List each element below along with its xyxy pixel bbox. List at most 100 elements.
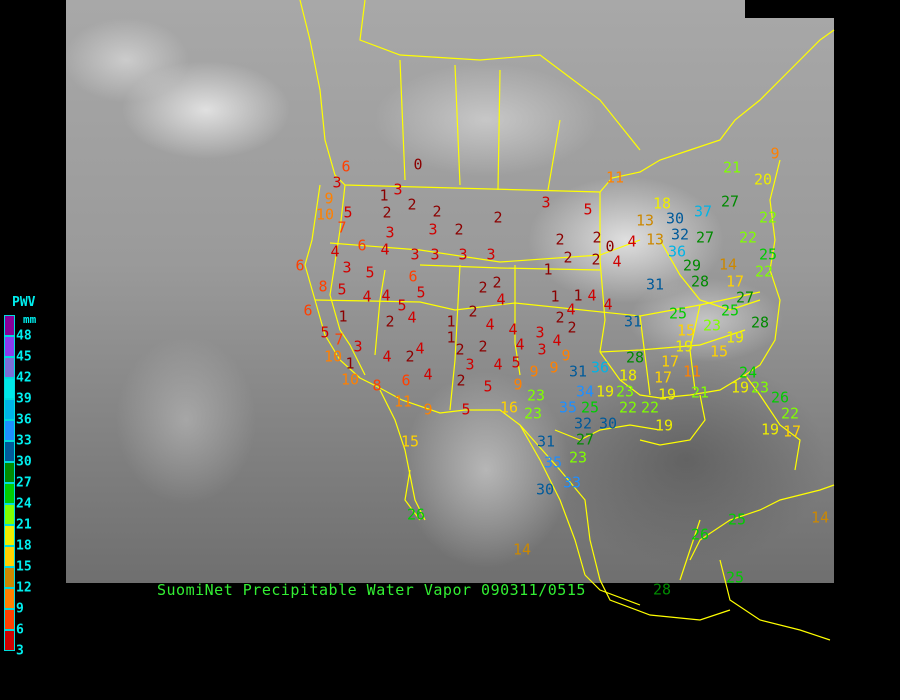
station-pwv-value: 2	[455, 340, 465, 359]
station-pwv-value: 14	[718, 255, 738, 274]
station-pwv-value: 2	[407, 195, 417, 214]
station-pwv-value: 3	[430, 245, 440, 264]
station-pwv-value: 31	[568, 362, 588, 381]
legend-label: 6	[16, 622, 24, 638]
station-pwv-value: 4	[603, 295, 613, 314]
border-line	[554, 424, 661, 441]
station-pwv-value: 1	[446, 328, 456, 347]
station-pwv-value: 2	[385, 312, 395, 331]
legend-color-box	[4, 336, 15, 357]
legend-color-box	[4, 315, 15, 336]
border-line	[584, 574, 641, 606]
border-line	[599, 329, 746, 353]
station-pwv-value: 5	[416, 283, 426, 302]
legend-label: 18	[16, 538, 32, 554]
station-pwv-value: 6	[341, 157, 351, 176]
legend-color-box	[4, 630, 15, 651]
station-pwv-value: 2	[456, 371, 466, 390]
station-pwv-value: 2	[591, 250, 601, 269]
station-pwv-value: 10	[323, 347, 343, 366]
station-pwv-value: 9	[529, 362, 539, 381]
legend-color-box	[4, 504, 15, 525]
station-pwv-value: 21	[690, 383, 710, 402]
station-pwv-value: 5	[365, 263, 375, 282]
station-pwv-value: 24	[738, 363, 758, 382]
station-pwv-value: 22	[738, 228, 758, 247]
station-pwv-value: 34	[575, 382, 595, 401]
station-pwv-value: 15	[400, 432, 420, 451]
station-pwv-value: 22	[758, 208, 778, 227]
border-line	[719, 559, 831, 641]
border-line	[519, 424, 731, 621]
station-pwv-value: 1	[446, 312, 456, 331]
border-line	[449, 264, 461, 411]
station-pwv-value: 23	[702, 316, 722, 335]
station-pwv-value: 9	[549, 358, 559, 377]
station-pwv-value: 3	[410, 245, 420, 264]
station-pwv-value: 26	[690, 525, 710, 544]
station-pwv-value: 2	[555, 308, 565, 327]
station-pwv-value: 13	[645, 230, 665, 249]
station-pwv-value: 20	[753, 170, 773, 189]
station-pwv-value: 11	[393, 392, 413, 411]
station-pwv-value: 4	[423, 365, 433, 384]
border-line	[379, 389, 426, 521]
legend-label: 36	[16, 412, 32, 428]
station-pwv-value: 7	[334, 330, 344, 349]
station-pwv-value: 2	[478, 337, 488, 356]
station-pwv-value: 2	[492, 273, 502, 292]
border-line	[639, 315, 651, 396]
station-pwv-value: 4	[415, 339, 425, 358]
station-pwv-value: 3	[353, 337, 363, 356]
station-pwv-value: 1	[338, 307, 348, 326]
border-line	[329, 184, 366, 376]
station-pwv-value: 28	[750, 313, 770, 332]
border-line	[304, 184, 586, 576]
station-pwv-value: 33	[562, 473, 582, 492]
border-line	[359, 0, 641, 151]
station-pwv-value: 32	[573, 414, 593, 433]
legend-color-box	[4, 357, 15, 378]
station-pwv-value: 1	[573, 286, 583, 305]
border-line	[639, 394, 706, 446]
station-pwv-value: 22	[780, 404, 800, 423]
legend-color-box	[4, 462, 15, 483]
station-pwv-value: 11	[682, 362, 702, 381]
station-pwv-value: 5	[483, 377, 493, 396]
station-pwv-value: 14	[512, 540, 532, 559]
border-line	[689, 304, 701, 391]
station-pwv-value: 9	[423, 400, 433, 419]
legend-label: 42	[16, 370, 32, 386]
station-pwv-value: 6	[295, 256, 305, 275]
station-pwv-value: 30	[598, 414, 618, 433]
station-pwv-value: 23	[568, 448, 588, 467]
border-line	[744, 374, 801, 471]
station-pwv-value: 2	[382, 203, 392, 222]
station-pwv-value: 19	[654, 416, 674, 435]
station-pwv-value: 8	[372, 376, 382, 395]
station-pwv-value: 3	[393, 180, 403, 199]
station-pwv-value: 2	[493, 208, 503, 227]
legend-color-box	[4, 399, 15, 420]
station-pwv-value: 3	[458, 245, 468, 264]
station-pwv-value: 5	[461, 400, 471, 419]
legend-color-box	[4, 588, 15, 609]
legend-label: 21	[16, 517, 32, 533]
station-pwv-value: 1	[345, 354, 355, 373]
station-pwv-value: 23	[615, 382, 635, 401]
legend-color-box	[4, 525, 15, 546]
station-pwv-value: 8	[318, 277, 328, 296]
station-pwv-value: 32	[670, 225, 690, 244]
station-pwv-value: 5	[583, 200, 593, 219]
station-pwv-value: 13	[635, 211, 655, 230]
legend-label: 9	[16, 601, 24, 617]
station-pwv-value: 19	[760, 420, 780, 439]
station-pwv-value: 4	[381, 286, 391, 305]
station-pwv-value: 1	[543, 260, 553, 279]
station-pwv-value: 9	[513, 375, 523, 394]
station-pwv-value: 3	[486, 245, 496, 264]
station-pwv-value: 19	[725, 328, 745, 347]
station-pwv-value: 36	[667, 242, 687, 261]
station-pwv-value: 3	[537, 340, 547, 359]
